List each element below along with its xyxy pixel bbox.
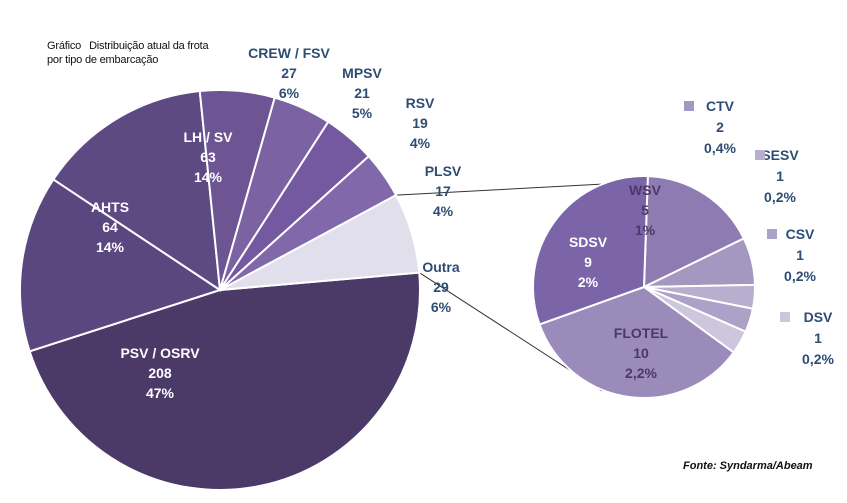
main-label-mpsv: MPSV 21 5%	[342, 65, 382, 121]
main-label-rsv: RSV 19 4%	[406, 95, 435, 151]
chart-title: Gráfico Distribuição atual da frota por t…	[47, 39, 217, 67]
chart-title-text: Distribuição atual da frota por tipo de …	[47, 40, 209, 66]
main-pie	[19, 89, 421, 491]
main-label-ahts: AHTS 64 14%	[91, 199, 129, 255]
main-label-psv-osrv: PSV / OSRV 208 47%	[120, 345, 200, 401]
main-label-crew-fsv: CREW / FSV 27 6%	[248, 45, 330, 101]
breakdown-label-ctv: CTV 2 0,4%	[704, 98, 736, 156]
breakdown-label-csv: CSV 1 0,2%	[784, 226, 816, 284]
connector-line-top	[396, 183, 605, 196]
breakdown-label-wsv: WSV 5 1%	[629, 182, 662, 238]
breakdown-slice-sdsv	[532, 175, 649, 326]
breakdown-slice-flotel	[538, 285, 736, 399]
main-label-outra: Outra 29 6%	[422, 259, 460, 315]
breakdown-label-sdsv: SDSV 9 2%	[569, 234, 608, 290]
main-slice-ahts	[19, 178, 223, 353]
breakdown-pie	[532, 175, 756, 399]
chart-source: Fonte: Syndarma/Abeam	[683, 460, 813, 472]
chart-title-prefix: Gráfico	[47, 40, 82, 52]
main-label-lh-sv: LH / SV 63 14%	[183, 129, 233, 185]
breakdown-label-sesv: SESV 1 0,2%	[761, 147, 799, 205]
breakdown-label-dsv: DSV 1 0,2%	[802, 309, 834, 367]
breakdown-slice-wsv	[642, 175, 746, 289]
legend-swatch-dsv	[780, 312, 790, 322]
main-slice-psv-osrv	[28, 271, 421, 491]
breakdown-label-flotel: FLOTEL 10 2,2%	[614, 325, 669, 381]
main-slice-lh-sv	[51, 89, 222, 293]
legend-swatch-sesv	[755, 150, 765, 160]
legend-swatch-ctv	[684, 101, 694, 111]
legend-swatch-csv	[767, 229, 777, 239]
main-label-plsv: PLSV 17 4%	[425, 163, 462, 219]
main-slice-outra	[219, 193, 421, 291]
